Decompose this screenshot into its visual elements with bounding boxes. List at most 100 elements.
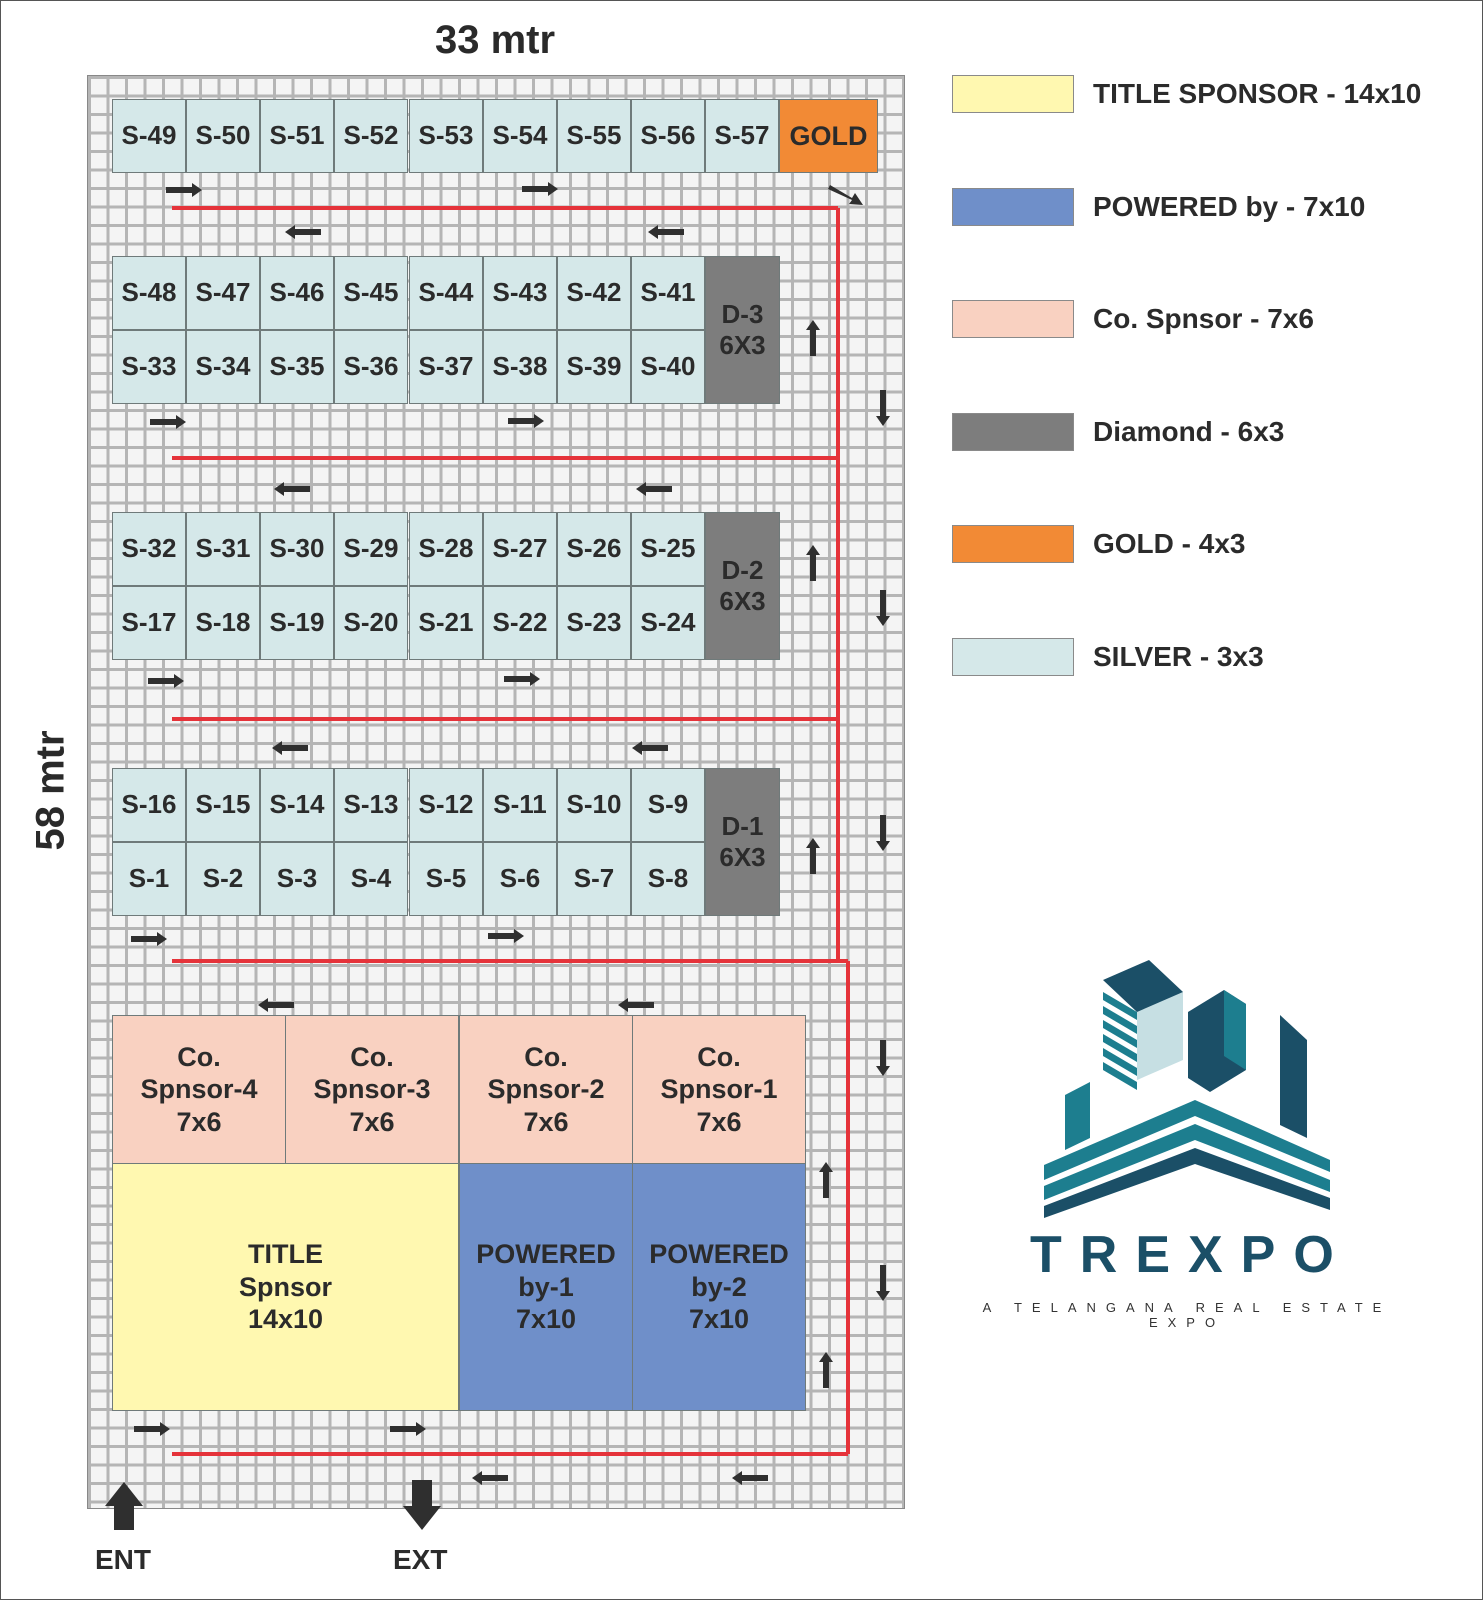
silver-booth: S-52 [334, 99, 408, 173]
entry-arrow-icon [105, 1482, 143, 1530]
silver-booth: S-36 [334, 330, 408, 404]
silver-booth: S-23 [557, 586, 631, 660]
title-sponsor-booth: TITLE Spnsor 14x10 [112, 1163, 459, 1411]
silver-booth: S-31 [186, 512, 260, 586]
legend-label: Diamond - 6x3 [1093, 416, 1285, 447]
legend-swatch [952, 300, 1074, 338]
silver-booth: S-56 [631, 99, 705, 173]
legend-swatch [952, 75, 1074, 113]
silver-booth: S-57 [705, 99, 779, 173]
silver-booth: S-55 [557, 99, 631, 173]
direction-arrow-icon [522, 182, 558, 196]
direction-arrow-icon [166, 183, 202, 197]
direction-arrow-icon [876, 390, 890, 426]
legend-label: POWERED by - 7x10 [1093, 191, 1366, 222]
direction-arrow-icon [508, 414, 544, 428]
width-dimension-label: 33 mtr [434, 18, 556, 62]
direction-arrow-icon [285, 225, 321, 239]
direction-arrow-icon [258, 998, 294, 1012]
silver-booth: S-47 [186, 256, 260, 330]
direction-arrow-icon [618, 998, 654, 1012]
entrance-label: ENT [95, 1544, 151, 1575]
direction-arrow-icon [390, 1422, 426, 1436]
silver-booth: S-32 [112, 512, 186, 586]
powered-by-booth: POWERED by-1 7x10 [459, 1163, 633, 1411]
silver-booth: S-14 [260, 768, 334, 842]
direction-arrow-icon [876, 590, 890, 626]
legend-label: TITLE SPONSOR - 14x10 [1093, 78, 1422, 109]
silver-booth: S-41 [631, 256, 705, 330]
brand-name: TREXPO [1030, 1226, 1352, 1284]
brand-tagline: A TELANGANA REAL ESTATE EXPO [982, 1300, 1392, 1330]
diamond-booth: D-2 6X3 [705, 512, 780, 660]
silver-booth: S-34 [186, 330, 260, 404]
silver-booth: S-20 [334, 586, 408, 660]
silver-booth: S-21 [409, 586, 483, 660]
entry-exit-arrows [105, 1480, 441, 1530]
silver-booth: S-9 [631, 768, 705, 842]
silver-booth: S-53 [409, 99, 483, 173]
direction-arrow-icon [732, 1471, 768, 1485]
direction-arrow-icon [272, 741, 308, 755]
direction-arrow-icon [828, 185, 863, 205]
legend-swatch [952, 525, 1074, 563]
silver-booth: S-48 [112, 256, 186, 330]
legend-label: SILVER - 3x3 [1093, 641, 1264, 672]
silver-booth: S-35 [260, 330, 334, 404]
visitor-route-lines [172, 206, 850, 1456]
diamond-booth: D-1 6X3 [705, 768, 780, 916]
co-sponsor-booth: Co. Spnsor-3 7x6 [285, 1015, 459, 1164]
silver-booth: S-46 [260, 256, 334, 330]
direction-arrow-icon [131, 932, 167, 946]
silver-booth: S-28 [409, 512, 483, 586]
silver-booth: S-44 [409, 256, 483, 330]
silver-booth: S-26 [557, 512, 631, 586]
co-sponsor-booth: Co. Spnsor-2 7x6 [459, 1015, 633, 1164]
gold-booth: GOLD [779, 99, 878, 173]
silver-booth: S-10 [557, 768, 631, 842]
silver-booth: S-15 [186, 768, 260, 842]
legend-label: GOLD - 4x3 [1093, 528, 1246, 559]
direction-arrow-icon [636, 482, 672, 496]
silver-booth: S-4 [334, 842, 408, 916]
direction-arrow-icon [504, 672, 540, 686]
direction-arrow-icon [806, 545, 820, 581]
legend-swatch [952, 638, 1074, 676]
silver-booth: S-17 [112, 586, 186, 660]
silver-booth: S-1 [112, 842, 186, 916]
direction-arrow-icon [819, 1352, 833, 1388]
silver-booth: S-40 [631, 330, 705, 404]
silver-booth: S-7 [557, 842, 631, 916]
direction-arrow-icon [876, 1040, 890, 1076]
silver-booth: S-6 [483, 842, 557, 916]
silver-booth: S-43 [483, 256, 557, 330]
silver-booth: S-38 [483, 330, 557, 404]
silver-booth: S-3 [260, 842, 334, 916]
silver-booth: S-39 [557, 330, 631, 404]
co-sponsor-booth: Co. Spnsor-1 7x6 [632, 1015, 806, 1164]
direction-arrow-icon [148, 674, 184, 688]
silver-booth: S-51 [260, 99, 334, 173]
direction-arrow-icon [274, 482, 310, 496]
silver-booth: S-8 [631, 842, 705, 916]
silver-booth: S-33 [112, 330, 186, 404]
direction-arrow-icon [819, 1162, 833, 1198]
silver-booth: S-12 [409, 768, 483, 842]
silver-booth: S-42 [557, 256, 631, 330]
direction-arrow-icon [150, 415, 186, 429]
silver-booth: S-13 [334, 768, 408, 842]
direction-arrow-icon [648, 225, 684, 239]
direction-arrow-icon [876, 815, 890, 851]
silver-booth: S-50 [186, 99, 260, 173]
direction-arrow-icon [806, 838, 820, 874]
building-logo-icon [1044, 960, 1330, 1218]
legend-swatch [952, 188, 1074, 226]
direction-arrow-icon [488, 929, 524, 943]
silver-booth: S-45 [334, 256, 408, 330]
powered-by-booth: POWERED by-2 7x10 [632, 1163, 806, 1411]
diamond-booth: D-3 6X3 [705, 256, 780, 404]
silver-booth: S-24 [631, 586, 705, 660]
silver-booth: S-16 [112, 768, 186, 842]
